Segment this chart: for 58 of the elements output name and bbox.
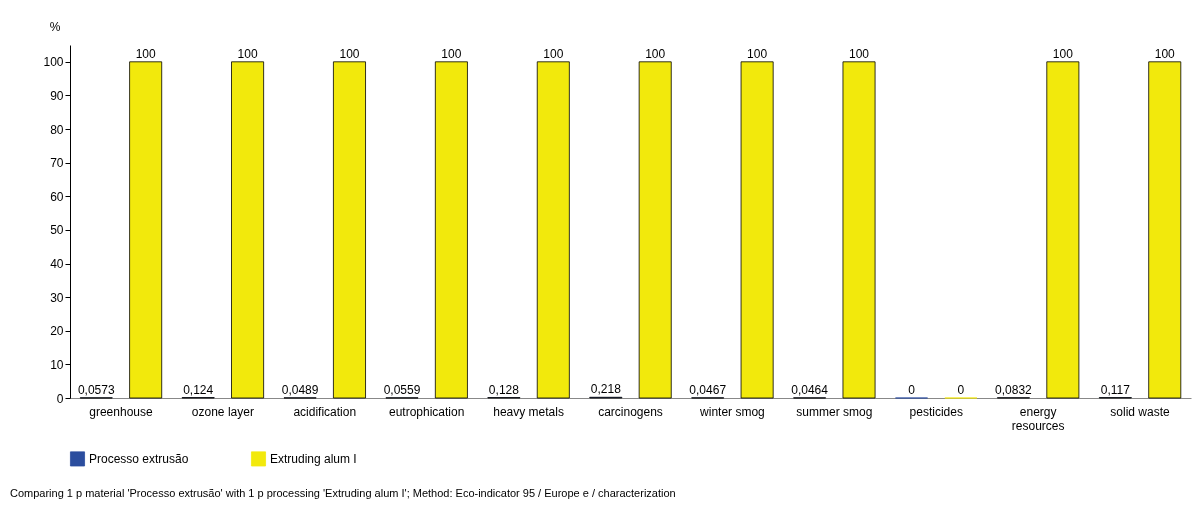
y-tick-label: 90 [50,88,64,103]
data-label: 0,128 [488,382,520,397]
data-label: 0,117 [1100,382,1131,397]
y-tick-label: 0 [56,391,64,406]
data-label: 0,124 [183,382,214,397]
x-tick-label: greenhouse [89,404,153,419]
y-tick-label: 30 [50,290,64,305]
data-label: 0,0573 [77,382,115,397]
data-label: 0,0464 [791,382,829,397]
data-label: 0 [908,383,916,397]
data-label: 0,0467 [689,382,727,397]
x-tick-label: winter smog [699,404,765,419]
y-tick-label: 70 [50,156,64,171]
bar [333,61,366,399]
legend-label: Extruding alum I [270,451,357,466]
y-tick-label: 50 [50,223,64,238]
bar [129,61,163,399]
y-tick-label: 80 [50,122,64,137]
x-tick-label: carcinogens [598,404,663,419]
data-label: 0,218 [590,382,622,397]
data-label: 100 [543,46,564,61]
data-label: 0,0832 [995,382,1033,397]
data-label: 0,0489 [281,382,319,397]
x-tick-label: acidification [293,404,357,419]
bar [638,61,672,399]
x-tick-label: solid waste [1110,404,1171,419]
bar [1148,61,1182,399]
y-tick-label: 100 [43,55,64,70]
data-label: 100 [1154,46,1176,61]
y-tick-label: 20 [50,324,64,339]
legend-label: Processo extrusão [89,451,189,466]
data-label: 100 [441,46,462,61]
data-label: 100 [747,46,768,61]
y-tick-label: 60 [50,189,64,204]
data-label: 100 [849,46,870,61]
data-label: 100 [135,46,156,61]
bar [231,61,265,399]
x-tick-label: summer smog [796,404,873,419]
data-label: 100 [1052,46,1074,61]
x-tick-label: ozone layer [191,404,254,419]
bar [536,61,570,399]
x-tick-label: heavy metals [493,404,564,419]
bar [1046,61,1080,399]
data-label: 0 [957,383,965,397]
data-label: 100 [237,46,258,61]
x-tick-label: pesticides [909,404,963,419]
x-tick-label: eutrophication [388,404,465,419]
data-label: 100 [339,46,360,61]
y-axis-title: % [49,19,61,34]
bar [842,61,876,399]
y-tick-label: 10 [50,357,64,372]
bar [740,61,774,399]
y-tick-label: 40 [50,257,64,272]
data-label: 100 [645,46,666,61]
bar [434,61,468,399]
data-label: 0,0559 [383,382,421,397]
text: Comparing 1 p material 'Processo extrusão' with 1 p processing 'Extruding alum I'; Method: Eco-indicator 95 / Europe e / characterization [10,487,676,499]
x-tick-label: energy resources [1011,404,1065,433]
